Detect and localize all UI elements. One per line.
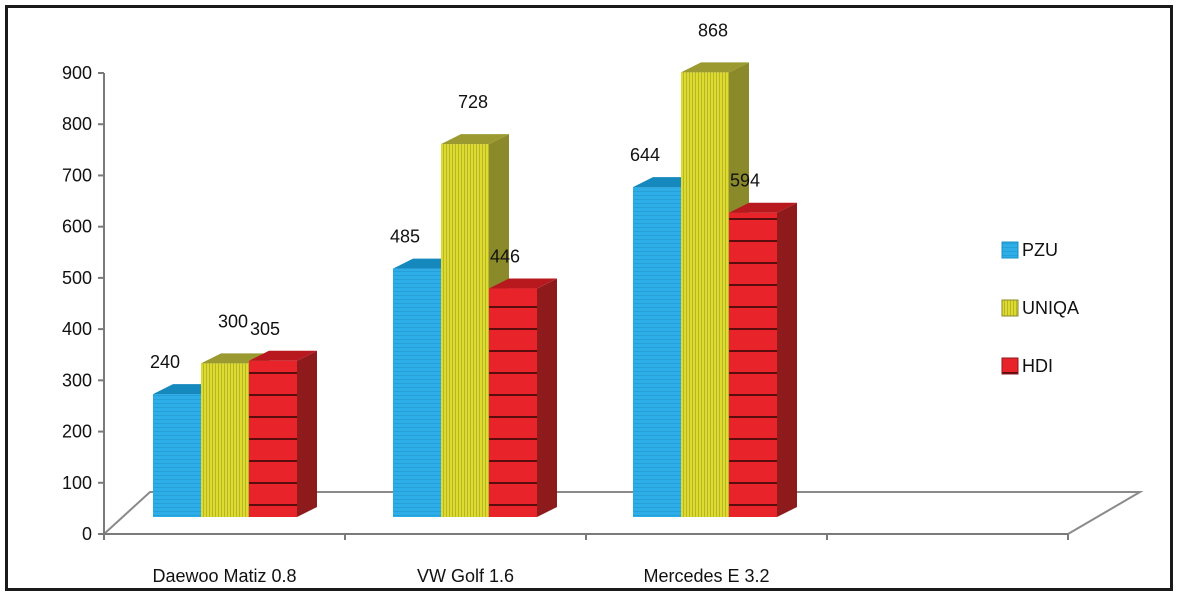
data-label: 300	[218, 311, 248, 331]
y-tick-label: 400	[62, 319, 92, 339]
y-tick-label: 300	[62, 370, 92, 390]
bar-front-face	[393, 268, 441, 517]
bar-front-face	[681, 72, 729, 517]
bar-hdi	[489, 278, 557, 517]
legend-item-pzu: PZU	[1001, 240, 1058, 260]
legend-label: PZU	[1022, 240, 1058, 260]
data-label: 305	[250, 319, 280, 339]
legend-label: HDI	[1022, 356, 1053, 376]
bar-front-face	[729, 212, 777, 518]
bar-top-face	[249, 350, 317, 361]
bar-front-face	[489, 288, 537, 517]
bar-side-face	[297, 350, 317, 517]
bar-top-face	[681, 62, 749, 73]
y-tick-label: 700	[62, 165, 92, 185]
legend-label: UNIQA	[1022, 298, 1079, 318]
legend-swatch	[1001, 299, 1019, 317]
bars	[153, 62, 797, 518]
data-label: 594	[730, 171, 760, 191]
y-tick-label: 200	[62, 422, 92, 442]
data-label: 644	[630, 145, 660, 165]
bar-top-face	[441, 134, 509, 145]
bar-side-face	[537, 278, 557, 517]
x-axis: Daewoo Matiz 0.8 VW Golf 1.6 Mercedes E 3.…	[103, 533, 1069, 586]
y-tick-label: 900	[62, 63, 92, 83]
data-label: 728	[458, 92, 488, 112]
bar-hdi	[249, 350, 317, 517]
y-tick-label: 800	[62, 114, 92, 134]
bar-front-face	[201, 363, 249, 517]
bar-front-face	[249, 360, 297, 517]
legend: PZU UNIQA HDI	[1001, 240, 1079, 376]
legend-swatch	[1001, 357, 1019, 375]
legend-item-uniqa: UNIQA	[1001, 298, 1079, 318]
y-tick-label: 500	[62, 268, 92, 288]
data-label: 868	[698, 20, 728, 40]
bar-side-face	[777, 202, 797, 518]
legend-item-hdi: HDI	[1001, 356, 1053, 376]
bar-top-face	[729, 202, 797, 213]
data-labels: 240 300 305 485 728 446 644 868 594	[150, 20, 760, 372]
x-category-label: Daewoo Matiz 0.8	[152, 566, 296, 586]
data-label: 446	[490, 247, 520, 267]
y-tick-label: 0	[82, 524, 92, 544]
bar-hdi	[729, 202, 797, 518]
data-label: 240	[150, 352, 180, 372]
y-axis: 0 100 200 300 400 500 600 700 800 900	[62, 63, 105, 544]
y-tick-label: 100	[62, 473, 92, 493]
x-category-label: VW Golf 1.6	[417, 566, 514, 586]
bar-front-face	[153, 394, 201, 517]
legend-swatch	[1001, 241, 1019, 259]
x-category-label: Mercedes E 3.2	[643, 566, 769, 586]
bar-front-face	[633, 187, 681, 517]
y-tick-label: 600	[62, 217, 92, 237]
data-label: 485	[390, 227, 420, 247]
bar-top-face	[489, 278, 557, 289]
bar-front-face	[441, 144, 489, 517]
